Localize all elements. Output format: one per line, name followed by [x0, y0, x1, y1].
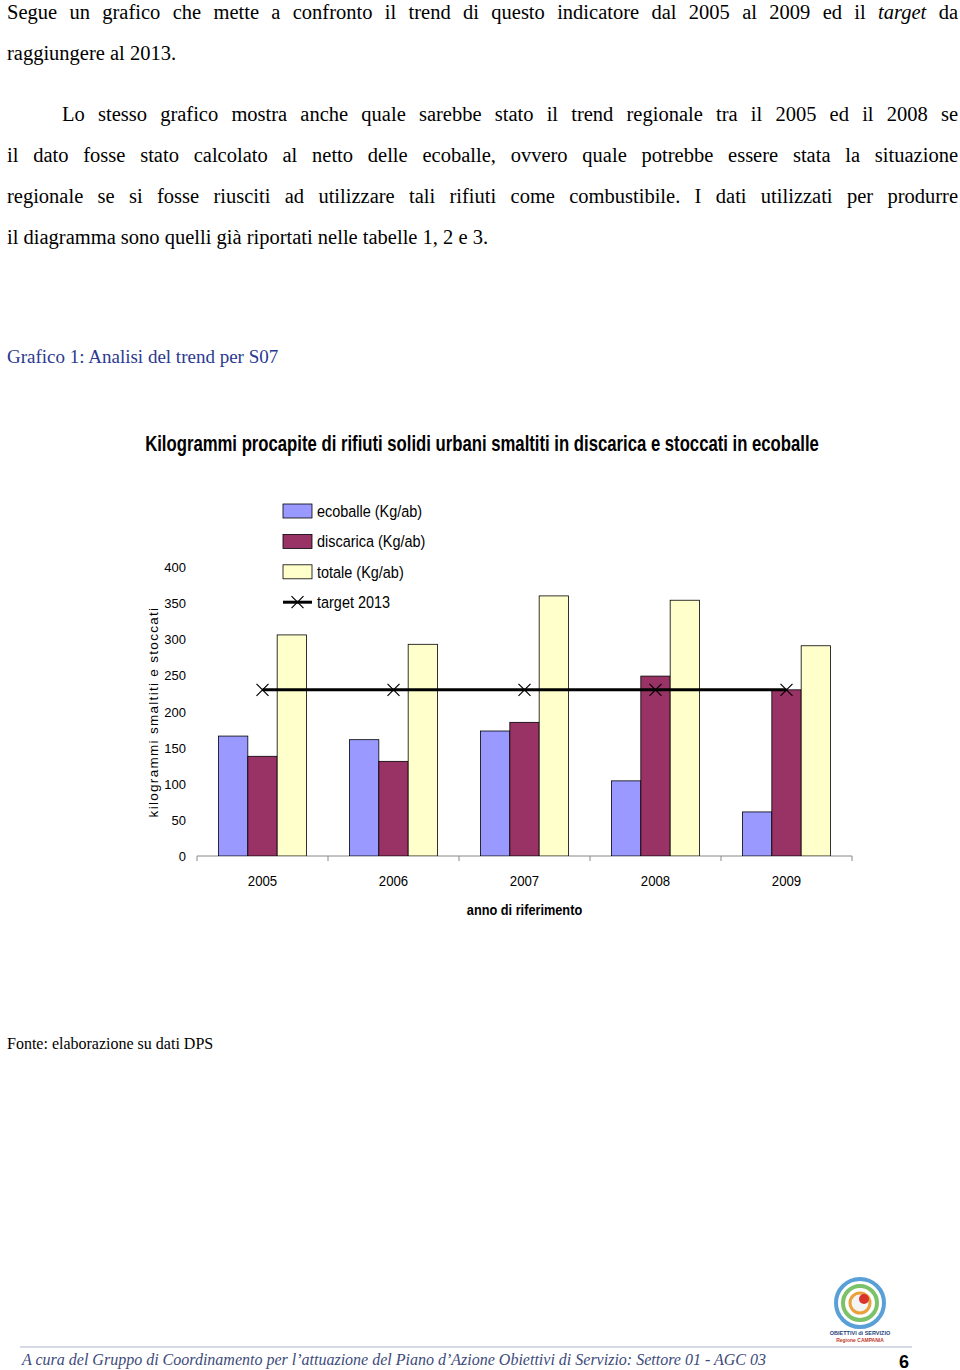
bar [510, 722, 539, 856]
y-tick-label: 250 [164, 668, 186, 683]
marker [519, 684, 531, 696]
y-tick-label: 300 [164, 632, 186, 647]
bar [670, 600, 699, 856]
logo-text: OBIETTIVI di SERVIZIO [830, 1330, 891, 1336]
legend-label: totale (Kg/ab) [317, 563, 404, 581]
marker [781, 684, 793, 696]
source: Fonte: elaborazione su dati DPS [7, 1032, 213, 1056]
x-axis-label: anno di riferimento [467, 901, 582, 918]
x-tick-label: 2007 [510, 872, 539, 889]
chart-title: Kilogrammi procapite di rifiuti solidi u… [145, 431, 819, 456]
logo-ring [843, 1286, 877, 1320]
bar [218, 736, 247, 856]
x-tick [852, 856, 853, 861]
marker [388, 684, 400, 696]
y-tick-label: 100 [164, 777, 186, 792]
caption: Grafico 1: Analisi del trend per S07 [7, 345, 278, 369]
bar [611, 781, 640, 856]
legend-swatch [283, 534, 312, 548]
paragraph-line: Segue un grafico che mette a confronto i… [7, 0, 958, 24]
logo-text: Regione CAMPANIA [836, 1337, 884, 1343]
x-tick [328, 856, 329, 861]
y-tick-label: 0 [179, 849, 186, 864]
y-tick-label: 200 [164, 705, 186, 720]
marker [650, 684, 662, 696]
x-tick-label: 2005 [248, 872, 277, 889]
paragraph-line: regionale se si fosse riusciti ad utiliz… [7, 184, 958, 208]
page: Segue un grafico che mette a confronto i… [0, 0, 960, 1370]
x-tick [590, 856, 591, 861]
legend-label: discarica (Kg/ab) [317, 532, 425, 550]
page-number: 6 [899, 1350, 909, 1370]
y-tick-label: 50 [172, 813, 186, 828]
legend-label: ecoballe (Kg/ab) [317, 502, 422, 520]
y-axis-label: kilogrammi smaltiti e stoccati [146, 607, 161, 818]
legend-swatch [283, 565, 312, 579]
footer-rule [20, 1347, 912, 1348]
bar [408, 644, 437, 856]
x-tick [459, 856, 460, 861]
x-tick-label: 2009 [772, 872, 801, 889]
paragraph-line: il dato fosse stato calcolato al netto d… [7, 143, 958, 167]
bar [539, 596, 568, 856]
paragraph-line: il diagramma sono quelli già riportati n… [7, 225, 958, 249]
y-tick-label: 150 [164, 741, 186, 756]
bar [801, 646, 830, 856]
y-tick-label: 400 [164, 560, 186, 575]
bar [641, 676, 670, 856]
bar [349, 740, 378, 856]
bar [277, 635, 306, 856]
x-tick [721, 856, 722, 861]
logo-ring [836, 1279, 884, 1327]
x-tick-label: 2008 [641, 872, 670, 889]
paragraph-line: Lo stesso grafico mostra anche quale sar… [62, 102, 958, 126]
marker [257, 684, 269, 696]
footer: A cura del Gruppo di Coordinamento per l… [22, 1348, 766, 1370]
bar [248, 756, 277, 856]
bar [742, 812, 771, 856]
logo: OBIETTIVI di SERVIZIORegione CAMPANIA [830, 1279, 891, 1343]
chart-svg: OBIETTIVI di SERVIZIORegione CAMPANIA Kil… [0, 0, 960, 1370]
logo-dot [859, 1294, 869, 1304]
title-line: Kilogrammi procapite di rifiuti solidi u… [145, 431, 819, 456]
marks [218, 596, 830, 856]
x-tick [197, 856, 198, 861]
logo-ring [850, 1293, 870, 1313]
legend-marker [292, 596, 304, 608]
legend-swatch [283, 504, 312, 518]
bar [480, 731, 509, 856]
bar [772, 690, 801, 856]
legend-label: target 2013 [317, 593, 390, 611]
paragraph-line: raggiungere al 2013. [7, 41, 958, 65]
x-tick-label: 2006 [379, 872, 408, 889]
legend: ecoballe (Kg/ab) discarica (Kg/ab) totale … [283, 502, 425, 612]
bar [379, 761, 408, 856]
y-tick-label: 350 [164, 596, 186, 611]
